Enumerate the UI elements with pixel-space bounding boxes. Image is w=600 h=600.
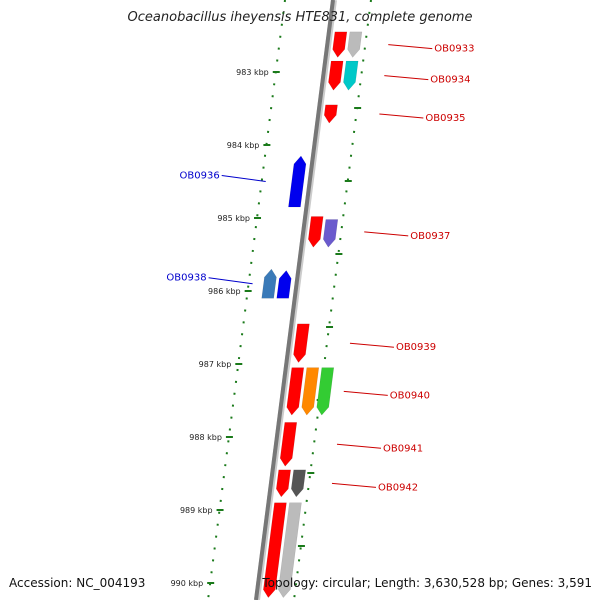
- ruler-tick-label: 988 kbp: [189, 433, 222, 442]
- gene-features: [261, 31, 363, 599]
- gene-label: OB0934: [430, 75, 470, 86]
- gene-arrow: [278, 502, 302, 599]
- ruler-tick-label: 989 kbp: [180, 506, 213, 515]
- accession-text: Accession: NC_004193: [9, 576, 146, 590]
- gene-arrow: [301, 367, 320, 416]
- ruler-tick-label: 986 kbp: [208, 287, 241, 296]
- sequence-axis: [254, 0, 337, 600]
- ruler-tick-label: 984 kbp: [227, 141, 260, 150]
- gene-arrow: [263, 502, 287, 599]
- gene-label: OB0935: [425, 113, 465, 124]
- gene-label: OB0940: [390, 390, 430, 401]
- gene-arrow: [323, 219, 339, 248]
- gene-arrow: [261, 268, 277, 299]
- gene-label-leader: [343, 390, 388, 396]
- gene-arrow: [332, 31, 348, 58]
- axis-line: [254, 0, 335, 600]
- gene-label: OB0938: [166, 273, 206, 284]
- gene-label: OB0937: [410, 231, 450, 242]
- gene-arrow: [323, 104, 338, 124]
- ruler-tick-label: 985 kbp: [217, 214, 250, 223]
- topology-text: Topology: circular; Length: 3,630,528 bp…: [262, 576, 592, 590]
- left-guide-line: [207, 0, 286, 600]
- gene-label: OB0939: [396, 342, 436, 353]
- ruler-tick-label: 990 kbp: [171, 579, 204, 588]
- gene-arrow: [328, 60, 344, 91]
- gene-arrow: [276, 270, 292, 299]
- map-title: Oceanobacillus iheyensis HTE831, complet…: [127, 10, 473, 25]
- gene-label-leader: [336, 443, 382, 449]
- gene-arrow: [343, 60, 359, 91]
- gene-arrow: [291, 469, 306, 498]
- ruler-tick-label: 987 kbp: [199, 360, 232, 369]
- gene-label-leader: [221, 175, 266, 182]
- gene-label-leader: [208, 277, 253, 285]
- gene-arrow: [279, 422, 298, 467]
- gene-arrow: [293, 323, 310, 363]
- gene-label-leader: [349, 342, 395, 348]
- gene-label: OB0933: [434, 44, 474, 55]
- gene-label-leader: [388, 44, 433, 50]
- ruler-ticks: 983 kbp 984 kbp 985 kbp 986 kbp 987 kbp 988 k…: [171, 68, 362, 588]
- gene-label: OB0941: [383, 443, 423, 454]
- gene-arrow: [308, 216, 324, 248]
- gene-arrow: [288, 155, 307, 208]
- gene-labels: OB0933 OB0934 OB0935 OB0936 OB0937 OB0938 OB09…: [166, 44, 474, 494]
- gene-arrow: [276, 469, 291, 498]
- gene-arrow: [316, 367, 335, 416]
- right-guide-line: [293, 0, 372, 600]
- gene-arrow: [286, 367, 305, 416]
- gene-label-leader: [384, 75, 429, 81]
- gene-label: OB0942: [378, 482, 418, 493]
- gene-label: OB0936: [180, 171, 220, 182]
- gene-label-leader: [364, 231, 409, 237]
- gene-label-leader: [331, 482, 377, 488]
- ruler-tick-label: 983 kbp: [236, 68, 269, 77]
- guide-dots: [207, 0, 372, 600]
- gene-label-leader: [379, 113, 424, 119]
- gene-arrow: [347, 31, 363, 58]
